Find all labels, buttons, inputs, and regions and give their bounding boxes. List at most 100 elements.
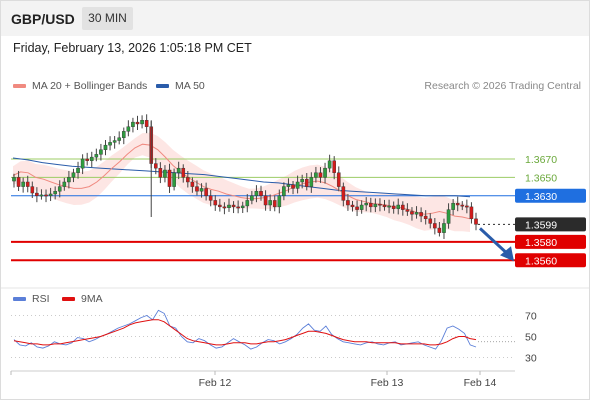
ma20-swatch xyxy=(13,84,26,89)
price-level-tag-4 xyxy=(515,234,586,249)
candle-body xyxy=(186,177,190,183)
candle-body xyxy=(437,227,442,233)
candle-body xyxy=(414,212,419,215)
candle-body xyxy=(346,200,350,206)
bollinger-band xyxy=(13,132,470,232)
candle-body xyxy=(341,186,346,201)
candle-body xyxy=(323,167,327,178)
candle-body xyxy=(35,192,39,197)
candle-body xyxy=(373,203,378,208)
candle-body xyxy=(410,211,414,215)
candle-body xyxy=(401,204,405,210)
candle-body xyxy=(44,194,48,197)
candle-body xyxy=(103,144,108,150)
candle-body xyxy=(154,163,158,169)
candle-body xyxy=(419,212,423,217)
candle-body xyxy=(108,142,112,146)
candle-body xyxy=(112,140,117,143)
candle-body xyxy=(131,121,135,127)
candle-body xyxy=(300,179,304,183)
legend-ma50: MA 50 xyxy=(156,80,205,92)
candle-body xyxy=(121,131,126,138)
candle-body xyxy=(442,223,446,233)
symbol-title: GBP/USD xyxy=(11,11,75,27)
candle-body xyxy=(368,202,373,208)
legend-rsi: RSI xyxy=(13,293,50,305)
legend-9ma: 9MA xyxy=(62,293,103,305)
candle-body xyxy=(396,204,401,209)
candle-body xyxy=(451,202,455,210)
rsi-tick-label-1: 50 xyxy=(525,332,537,344)
ma50-label: MA 50 xyxy=(175,80,205,92)
research-credit: Research © 2026 Trading Central xyxy=(424,80,581,92)
rsi-swatch xyxy=(13,297,26,302)
candle-body xyxy=(218,204,222,208)
candle-body xyxy=(158,167,163,178)
candle-body xyxy=(391,205,396,209)
candle-body xyxy=(57,186,62,192)
candle-body xyxy=(67,177,71,183)
candle-body xyxy=(295,181,300,189)
candle-body xyxy=(21,181,25,187)
candle-body xyxy=(71,172,76,178)
price-level-tag-3 xyxy=(515,217,586,232)
chart-datetime: Friday, February 13, 2026 1:05:18 PM CET xyxy=(13,41,252,55)
candle-body xyxy=(30,186,35,194)
ma50-line xyxy=(12,157,471,198)
candle-body xyxy=(245,200,250,207)
candle-body xyxy=(378,203,382,206)
candle-body xyxy=(126,126,131,132)
rsi-tick-label-2: 30 xyxy=(525,353,537,365)
timeframe-button[interactable]: 30 MIN xyxy=(82,7,133,30)
forecast-arrow-shaft xyxy=(478,227,510,256)
price-level-label-5: 1.3560 xyxy=(525,255,557,267)
candle-body xyxy=(222,206,227,209)
price-level-label-4: 1.3580 xyxy=(525,237,557,249)
candle-body xyxy=(364,202,369,206)
candle-body xyxy=(190,181,195,187)
price-level-label-0: 1.3670 xyxy=(525,154,557,166)
candle-body xyxy=(25,181,30,187)
top-bar: GBP/USD 30 MIN xyxy=(0,0,590,36)
candle-body xyxy=(268,200,272,206)
price-level-label-3: 1.3599 xyxy=(525,219,557,231)
candle-body xyxy=(240,205,245,208)
candle-body xyxy=(314,172,318,178)
candle-body xyxy=(359,204,364,210)
candle-body xyxy=(272,200,277,208)
candle-body xyxy=(446,209,451,224)
x-tick-label-2: Feb 14 xyxy=(464,377,497,389)
candle-body xyxy=(282,186,286,197)
candle-body xyxy=(144,120,149,127)
candle-body xyxy=(474,218,478,225)
candle-body xyxy=(16,177,21,187)
candles-group xyxy=(12,114,478,239)
candle-body xyxy=(277,195,282,208)
x-tick-label-1: Feb 13 xyxy=(371,377,404,389)
candle-body xyxy=(350,204,355,208)
candle-body xyxy=(387,205,391,208)
candle-body xyxy=(309,177,314,187)
candle-body xyxy=(117,137,122,141)
rsi-label: RSI xyxy=(32,293,50,305)
candle-body xyxy=(318,172,323,178)
candle-body xyxy=(76,167,80,173)
candle-body xyxy=(327,160,332,169)
candle-body xyxy=(231,204,236,208)
candle-body xyxy=(39,194,44,197)
candle-body xyxy=(263,195,268,206)
candle-body xyxy=(433,223,437,229)
candle-body xyxy=(259,190,263,197)
candle-body xyxy=(254,190,259,197)
candle-body xyxy=(213,200,218,206)
candle-body xyxy=(195,186,199,192)
candle-body xyxy=(176,167,181,173)
candle-body xyxy=(227,204,231,208)
candle-body xyxy=(163,169,167,178)
candle-body xyxy=(382,204,387,208)
ma50-swatch xyxy=(156,84,169,89)
candle-body xyxy=(140,120,144,125)
price-level-label-1: 1.3650 xyxy=(525,172,557,184)
candle-body xyxy=(80,158,85,169)
